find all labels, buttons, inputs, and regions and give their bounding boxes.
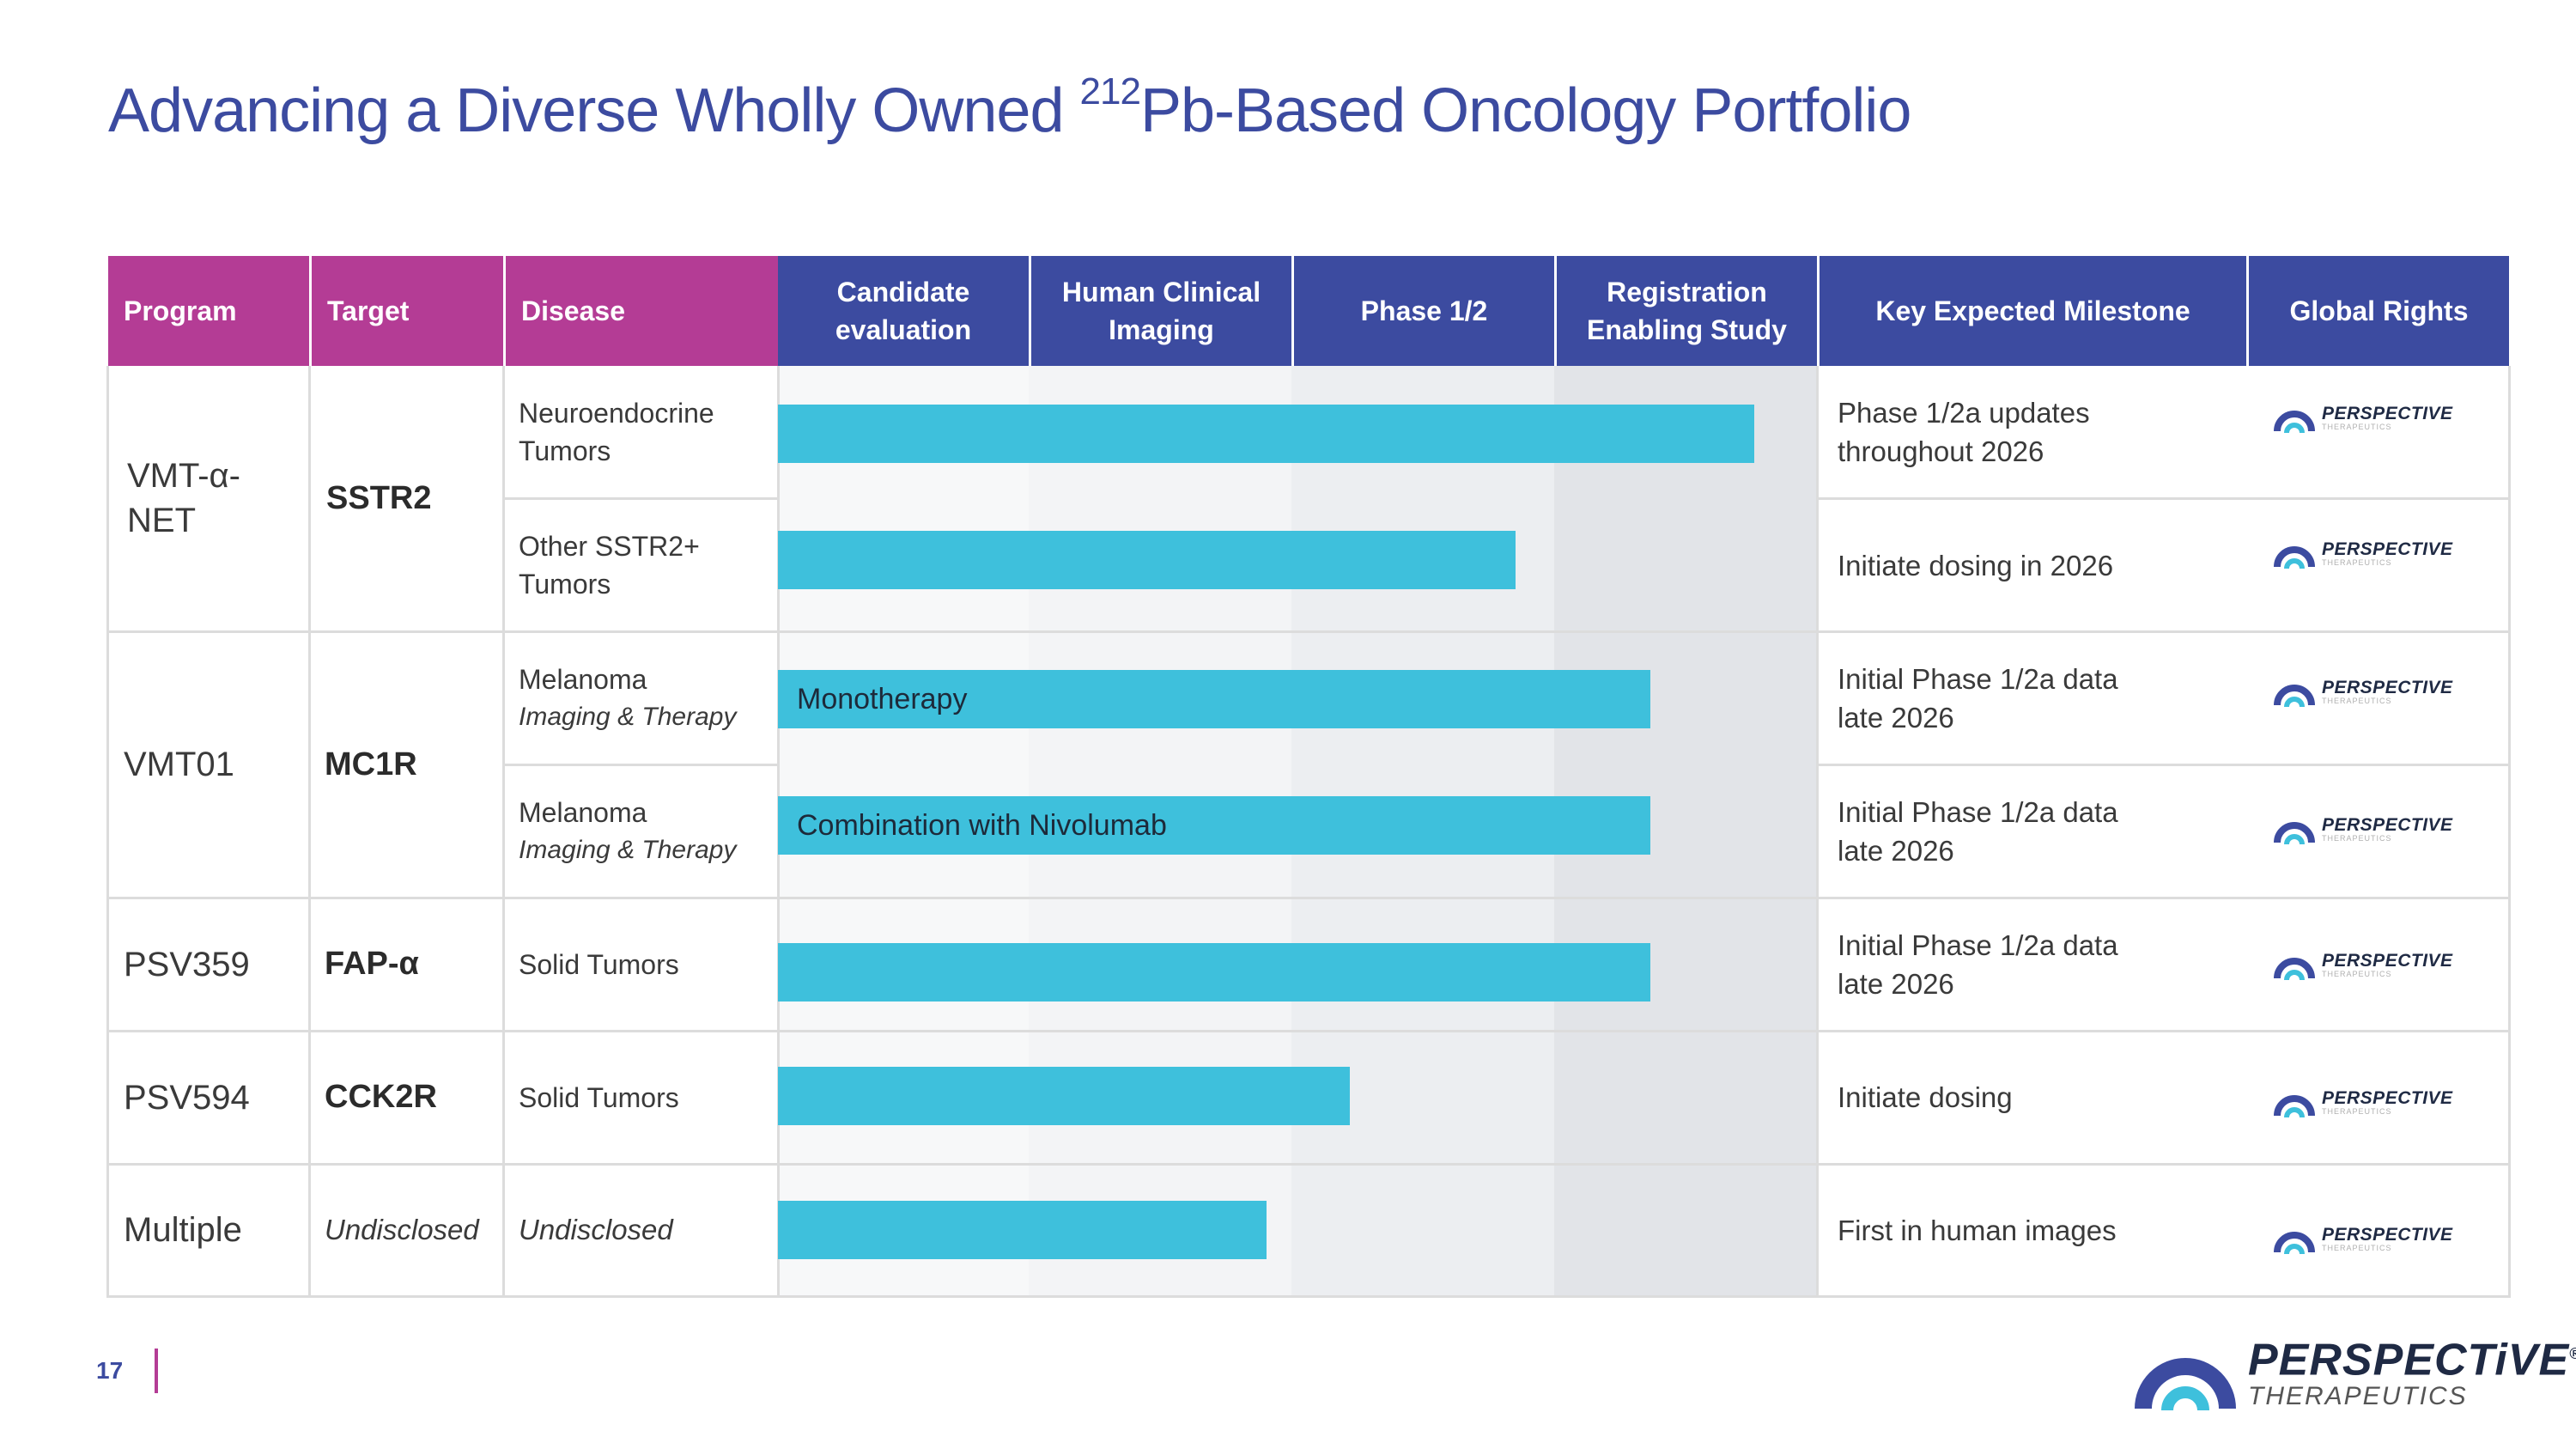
page-title: Advancing a Diverse Wholly Owned 212Pb-B… [108,70,1911,145]
milestone-cell: First in human images [1838,1214,2117,1246]
company-logo: PERSPECTiVE® THERAPEUTICS [2135,1328,2576,1414]
row-divider [503,497,778,500]
header-phase-1-2: Phase 1/2 [1291,256,1554,366]
row-divider [108,630,2509,633]
global-rights-logo: PERSPECTIVE THERAPEUTICS [2274,808,2453,849]
progress-bar-monotherapy: Monotherapy [778,670,1650,728]
progress-bar [778,943,1650,1002]
program-cell: VMT01 [124,746,234,783]
perspective-logo-icon [2274,1095,2315,1118]
program-cell: VMT-α-NET [127,457,240,539]
global-rights-logo: PERSPECTIVE THERAPEUTICS [2274,944,2453,985]
milestone-cell: Phase 1/2a updates throughout 2026 [1838,396,2090,467]
header-target: Target [309,256,503,366]
progress-bar [778,531,1516,589]
target-cell: FAP-α [325,946,419,982]
target-cell: MC1R [325,746,417,782]
target-cell: CCK2R [325,1079,437,1115]
perspective-logo-icon [2274,958,2315,981]
milestone-cell: Initial Phase 1/2a data late 2026 [1838,928,2118,1000]
column-divider [502,366,505,1298]
page-number-divider [155,1349,158,1393]
table-left-border [106,366,109,1298]
program-cell: PSV594 [124,1078,250,1117]
perspective-logo-icon [2274,1232,2315,1255]
perspective-logo-icon [2135,1358,2236,1411]
row-divider [1817,764,2509,766]
progress-bar [778,1201,1267,1259]
row-divider [1817,497,2509,500]
milestone-cell: Initial Phase 1/2a data late 2026 [1838,795,2118,867]
disease-cell: Other SSTR2+ Tumors [519,531,700,600]
header-candidate-evaluation: Candidate evaluation [778,256,1029,366]
progress-bar-combination: Combination with Nivolumab [778,796,1650,855]
column-divider [1816,366,1819,1298]
global-rights-logo: PERSPECTIVE THERAPEUTICS [2274,397,2453,438]
global-rights-logo: PERSPECTIVE THERAPEUTICS [2274,1081,2453,1123]
column-divider [308,366,311,1298]
perspective-logo-icon [2274,685,2315,708]
table-bottom-border [108,1295,2509,1298]
global-rights-logo: PERSPECTIVE THERAPEUTICS [2274,1218,2453,1259]
disease-cell: Solid Tumors [519,948,679,980]
row-divider [108,897,2509,899]
header-human-clinical-imaging: Human Clinical Imaging [1029,256,1291,366]
row-divider [108,1163,2509,1166]
disease-cell: Solid Tumors [519,1081,679,1113]
global-rights-logo: PERSPECTIVE THERAPEUTICS [2274,671,2453,712]
milestone-cell: Initiate dosing [1838,1081,2013,1113]
global-rights-logo: PERSPECTIVE THERAPEUTICS [2274,533,2453,574]
program-cell: PSV359 [124,945,250,983]
title-superscript: 212 [1079,70,1141,113]
disease-cell: Melanoma Imaging & Therapy [519,796,737,864]
row-divider [503,764,778,766]
disease-cell: Neuroendocrine Tumors [519,397,714,466]
header-key-expected-milestone: Key Expected Milestone [1817,256,2246,366]
progress-bar [778,405,1754,463]
row-divider [108,1030,2509,1032]
header-disease: Disease [503,256,778,366]
table-right-border [2508,366,2511,1298]
header-global-rights: Global Rights [2246,256,2509,366]
disease-cell: Undisclosed [519,1214,673,1245]
disease-cell: Melanoma Imaging & Therapy [519,663,737,731]
header-program: Program [108,256,309,366]
header-registration-enabling-study: Registration Enabling Study [1554,256,1817,366]
milestone-cell: Initial Phase 1/2a data late 2026 [1838,662,2118,734]
perspective-logo-icon [2274,822,2315,845]
program-cell: Multiple [124,1211,242,1249]
page-number: 17 [96,1357,124,1384]
target-cell: Undisclosed [325,1214,479,1245]
milestone-cell: Initiate dosing in 2026 [1838,549,2114,581]
progress-bar [778,1067,1350,1125]
perspective-logo-icon [2274,546,2315,569]
target-cell: SSTR2 [326,479,432,516]
perspective-logo-icon [2274,411,2315,434]
